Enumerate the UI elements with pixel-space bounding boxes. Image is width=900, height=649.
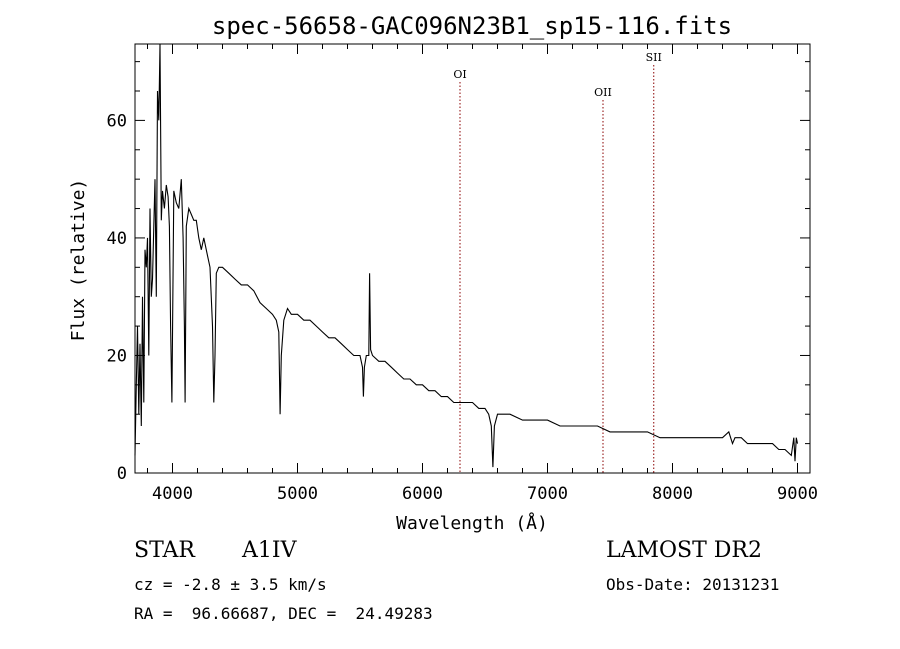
x-tick-label: 6000 [402, 484, 443, 504]
y-tick-label: 20 [107, 346, 127, 366]
plot-frame [134, 43, 811, 474]
x-tick-label: 7000 [527, 484, 568, 504]
coordinates: RA = 96.66687, DEC = 24.49283 [134, 604, 433, 623]
axis-ticks: 4000 5000 6000 7000 8000 9000 0 20 40 60 [107, 44, 818, 504]
object-subclass: A1IV [242, 538, 297, 563]
object-class: STAR [134, 538, 195, 563]
emission-line-markers: OI OII SII [453, 51, 662, 473]
y-tick-label: 0 [117, 464, 127, 484]
x-tick-label: 4000 [152, 484, 193, 504]
redshift-cz: cz = -2.8 ± 3.5 km/s [134, 575, 327, 594]
spectrum-line [134, 43, 799, 468]
line-marker-label: OII [594, 86, 612, 99]
line-marker-label: OI [453, 68, 466, 81]
x-axis-label: Wavelength (Å) [396, 512, 548, 534]
survey-name: LAMOST DR2 [606, 538, 762, 563]
y-tick-label: 40 [107, 229, 127, 249]
x-tick-label: 9000 [777, 484, 818, 504]
y-axis-label: Flux (relative) [68, 179, 89, 342]
y-tick-label: 60 [107, 111, 127, 131]
observation-date: Obs-Date: 20131231 [606, 575, 780, 594]
chart-title: spec-56658-GAC096N23B1_sp15-116.fits [212, 12, 732, 40]
x-tick-label: 5000 [277, 484, 318, 504]
line-marker-label: SII [646, 51, 662, 64]
x-tick-label: 8000 [652, 484, 693, 504]
